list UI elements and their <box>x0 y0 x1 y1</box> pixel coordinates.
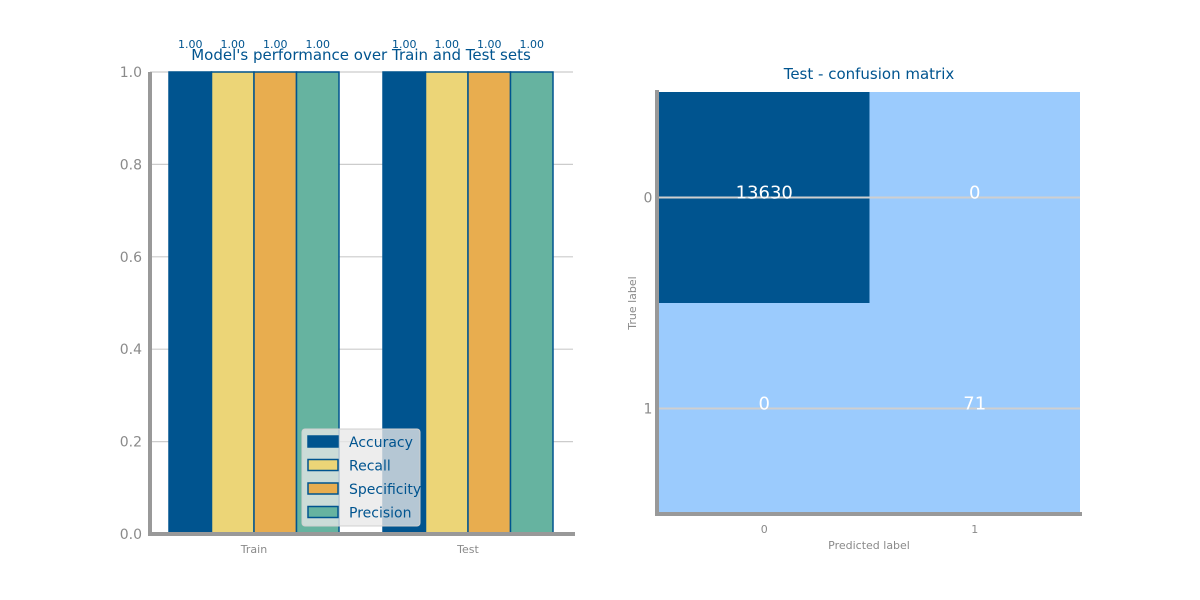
legend-swatch <box>307 505 339 519</box>
data-label: 1.00 <box>263 38 288 51</box>
legend-label: Specificity <box>349 482 421 498</box>
bar-specificity-test <box>467 71 512 535</box>
data-label: 1.00 <box>221 38 246 51</box>
cm-value-label: 13630 <box>736 183 793 204</box>
legend-label: Accuracy <box>349 435 413 451</box>
bar-x-ticks: Train Test <box>240 543 480 556</box>
data-label: 1.00 <box>178 38 203 51</box>
bar-accuracy-train <box>168 71 213 535</box>
data-label: 1.00 <box>477 38 502 51</box>
y-tick-label: 0.4 <box>120 342 142 358</box>
legend-swatch <box>307 435 339 448</box>
cm-x-tick-label: 1 <box>971 523 978 536</box>
y-axis-label: True label <box>626 276 639 330</box>
bar-recall-train <box>210 71 255 535</box>
cm-y-tick-label: 1 <box>644 402 653 418</box>
confusion-matrix-cells <box>659 92 1080 514</box>
bar-chart: 0.00.20.40.60.81.0 Train Test 1.00 1.00 1.0… <box>120 38 575 556</box>
cm-value-label: 71 <box>963 394 986 415</box>
confusion-matrix-axes <box>655 90 1082 516</box>
cm-x-tick-label: 0 <box>761 523 768 536</box>
data-label: 1.00 <box>306 38 331 51</box>
bar-data-labels: 1.00 1.00 1.00 1.00 1.00 1.00 1.00 1.00 <box>178 38 544 51</box>
confusion-matrix-grid <box>659 196 1080 410</box>
bar-chart-title: Model's performance over Train and Test … <box>191 46 531 64</box>
confusion-matrix-chart: 13630 0 0 71 0 1 0 1 Test - confusion matrix P… <box>626 65 1082 552</box>
bar-precision-test <box>509 71 554 535</box>
y-tick-label: 0.0 <box>120 527 142 543</box>
cm-y-tick-label: 0 <box>644 191 653 207</box>
confusion-matrix-title: Test - confusion matrix <box>783 65 955 83</box>
bar-recall-test <box>424 71 469 535</box>
y-tick-label: 1.0 <box>120 65 142 81</box>
legend-swatch <box>307 482 339 495</box>
data-label: 1.00 <box>520 38 545 51</box>
y-tick-label: 0.8 <box>120 157 142 173</box>
x-tick-label: Test <box>456 543 479 556</box>
legend: Accuracy Recall Specificity Precision <box>301 428 421 527</box>
legend-label: Recall <box>349 459 391 475</box>
confusion-matrix-ticks: 0 1 0 1 <box>644 191 979 537</box>
bars <box>168 71 554 535</box>
confusion-matrix-values: 13630 0 0 71 <box>736 183 987 415</box>
bar-axes <box>148 72 575 536</box>
x-axis-label: Predicted label <box>828 539 910 552</box>
cm-value-label: 0 <box>969 183 980 204</box>
y-tick-label: 0.6 <box>120 250 142 266</box>
data-label: 1.00 <box>435 38 460 51</box>
legend-label: Precision <box>349 506 411 522</box>
bar-y-ticks: 0.0 0.2 0.4 0.6 0.8 1.0 <box>120 65 142 543</box>
cm-value-label: 0 <box>759 394 770 415</box>
y-tick-label: 0.2 <box>120 435 142 451</box>
legend-swatch <box>307 458 339 472</box>
legend-box <box>301 428 421 527</box>
bar-specificity-train <box>253 71 298 535</box>
x-tick-label: Train <box>240 543 267 556</box>
data-label: 1.00 <box>392 38 417 51</box>
